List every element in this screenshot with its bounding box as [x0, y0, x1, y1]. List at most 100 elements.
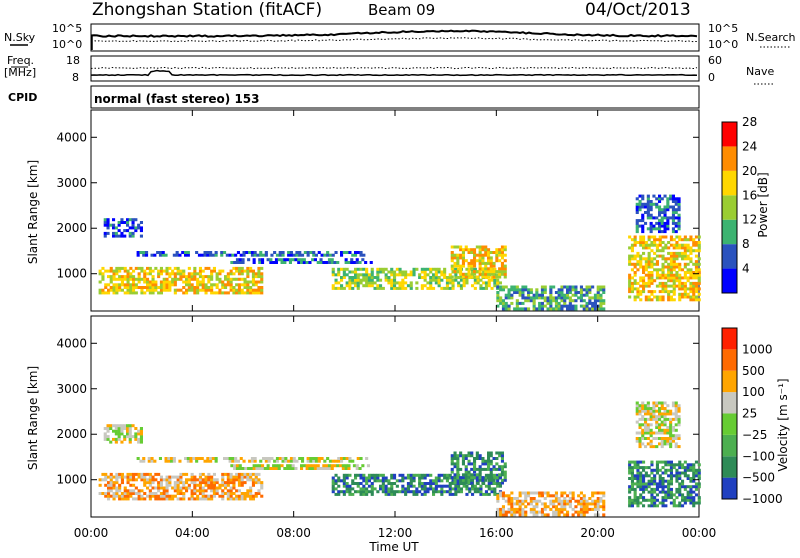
- heatmap-cell: [369, 261, 373, 264]
- heatmap-cell: [540, 502, 544, 506]
- heatmap-cell: [359, 253, 363, 257]
- heatmap-cell: [114, 231, 118, 235]
- colorbar-swatch: [722, 219, 737, 245]
- heatmap-cell: [187, 286, 191, 289]
- heatmap-cell: [254, 275, 258, 279]
- heatmap-cell: [672, 504, 676, 508]
- heatmap-cell: [697, 501, 701, 505]
- heatmap-cell: [563, 497, 567, 500]
- heatmap-cell: [381, 479, 385, 483]
- heatmap-cell: [683, 251, 687, 255]
- heatmap-cell: [415, 286, 419, 290]
- heatmap-cell: [521, 301, 525, 305]
- heatmap-cell: [689, 287, 693, 291]
- heatmap-cell: [237, 288, 241, 292]
- heatmap-cell: [638, 219, 642, 223]
- heatmap-cell: [471, 484, 475, 488]
- heatmap-cell: [647, 260, 651, 264]
- heatmap-cell: [373, 286, 377, 290]
- heatmap-cell: [257, 489, 261, 493]
- heatmap-cell: [198, 272, 202, 276]
- heatmap-cell: [287, 459, 291, 463]
- heatmap-cell: [501, 497, 505, 500]
- heatmap-cell: [630, 460, 634, 464]
- heatmap-cell: [109, 277, 113, 281]
- heatmap-cell: [348, 278, 352, 282]
- heatmap-cell: [496, 513, 500, 517]
- heatmap-cell: [423, 270, 427, 274]
- heatmap-cell: [348, 484, 352, 488]
- heatmap-cell: [429, 281, 433, 285]
- heatmap-cell: [354, 281, 358, 285]
- heatmap-cell: [347, 464, 351, 468]
- heatmap-cell: [524, 510, 528, 514]
- heatmap-cell: [560, 304, 564, 308]
- heatmap-cell: [653, 504, 657, 508]
- heatmap-cell: [126, 424, 130, 428]
- heatmap-cell: [661, 271, 665, 274]
- heatmap-cell: [546, 307, 550, 311]
- heatmap-cell: [317, 459, 321, 463]
- heatmap-cell: [115, 475, 119, 479]
- heatmap-cell: [106, 218, 110, 222]
- heatmap-cell: [301, 459, 305, 463]
- heatmap-cell: [312, 457, 316, 460]
- heatmap-cell: [373, 281, 377, 285]
- heatmap-cell: [120, 494, 124, 498]
- heatmap-cell: [678, 471, 682, 475]
- heatmap-cell: [636, 498, 640, 502]
- heatmap-cell: [331, 484, 335, 488]
- heatmap-cell: [250, 459, 254, 463]
- heatmap-cell: [123, 266, 127, 270]
- nsky-label: N.Sky: [4, 31, 36, 44]
- heatmap-cell: [287, 253, 291, 257]
- heatmap-cell: [689, 246, 693, 250]
- heatmap-cell: [179, 275, 183, 279]
- heatmap-cell: [596, 293, 600, 297]
- heatmap-cell: [515, 299, 519, 303]
- heatmap-cell: [165, 266, 169, 270]
- heatmap-cell: [384, 276, 388, 279]
- heatmap-cell: [179, 497, 183, 501]
- heatmap-cell: [226, 478, 230, 482]
- heatmap-cell: [489, 251, 493, 254]
- heatmap-cell: [214, 251, 218, 254]
- heatmap-cell: [118, 286, 122, 289]
- heatmap-cell: [126, 221, 130, 224]
- heatmap-cell: [585, 502, 589, 506]
- heatmap-cell: [552, 510, 556, 514]
- heatmap-cell: [658, 194, 662, 198]
- heatmap-cell: [694, 243, 698, 247]
- heatmap-cell: [543, 299, 547, 303]
- heatmap-cell: [500, 459, 504, 463]
- heatmap-cell: [647, 479, 651, 483]
- heatmap-cell: [355, 467, 359, 470]
- heatmap-cell: [159, 483, 163, 487]
- heatmap-cell: [532, 304, 536, 308]
- heatmap-cell: [500, 481, 504, 485]
- heatmap-cell: [672, 284, 676, 288]
- heatmap-cell: [661, 284, 665, 288]
- heatmap-cell: [524, 505, 528, 509]
- heatmap-cell: [694, 487, 698, 491]
- heatmap-cell: [692, 287, 696, 291]
- heatmap-cell: [478, 457, 482, 460]
- heatmap-cell: [674, 437, 678, 440]
- heatmap-cell: [636, 496, 640, 500]
- heatmap-cell: [664, 498, 668, 502]
- heatmap-cell: [655, 298, 659, 302]
- heatmap-cell: [653, 241, 657, 244]
- heatmap-cell: [500, 261, 504, 265]
- heatmap-cell: [305, 261, 309, 264]
- heatmap-cell: [677, 197, 681, 201]
- heatmap-cell: [221, 494, 225, 498]
- heatmap-cell: [445, 276, 449, 279]
- heatmap-cell: [406, 476, 410, 480]
- heatmap-cell: [653, 468, 657, 472]
- heatmap-cell: [566, 296, 570, 300]
- heatmap-cell: [451, 270, 455, 274]
- heatmap-cell: [395, 267, 399, 271]
- heatmap-cell: [674, 221, 678, 225]
- heatmap-cell: [409, 482, 413, 485]
